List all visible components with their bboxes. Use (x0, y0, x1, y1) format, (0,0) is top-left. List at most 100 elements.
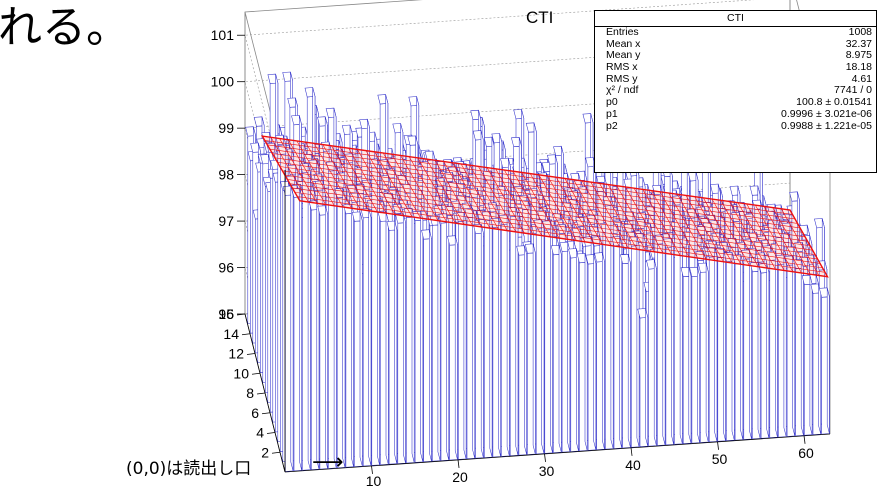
stats-box: CTI Entries 1008 Mean x 32.37 Mean y 8.975 RMS… (594, 10, 877, 173)
bar-side (688, 267, 692, 444)
x-tick-label: 40 (625, 457, 641, 473)
z-tick-label: 98 (218, 167, 234, 183)
bar-side (731, 252, 735, 441)
bar-side (714, 247, 718, 442)
x-tick (630, 447, 633, 456)
stats-row-value: 1008 (848, 26, 872, 38)
bar-side (532, 243, 536, 455)
bar-side (454, 235, 458, 460)
bar-side (472, 208, 476, 459)
bar-side (775, 250, 778, 438)
bar-side (307, 163, 311, 470)
bar-side (359, 211, 363, 467)
bar-side (506, 214, 510, 456)
bar-side (351, 204, 354, 467)
z-tick-label: 100 (211, 74, 235, 90)
y-tick-label: 8 (246, 385, 254, 401)
bar-side (723, 248, 726, 441)
bar-side (550, 220, 553, 453)
y-tick-label: 10 (233, 365, 249, 381)
bar-side (792, 255, 796, 436)
z-tick-label: 96 (218, 260, 234, 276)
bar-side (749, 249, 752, 440)
stats-row: RMS x 18.18 (595, 61, 876, 74)
bar-side (584, 253, 588, 451)
readout-annotation: (0,0)は読出し口 (126, 459, 252, 479)
bar-side (541, 219, 545, 454)
bar-side (299, 187, 302, 471)
y-tick (266, 432, 276, 434)
bar-side (524, 245, 527, 455)
z-tick-label: 99 (218, 120, 234, 136)
y-tick (251, 372, 261, 375)
bar-side (411, 208, 415, 463)
bar-side (498, 218, 501, 457)
y-tick-label: 16 (218, 306, 234, 322)
bar-side (671, 238, 674, 445)
x-tick (717, 441, 719, 450)
bar-side (515, 207, 519, 456)
x-tick (544, 453, 546, 462)
bar-side (368, 208, 372, 466)
bar-side (653, 259, 657, 446)
bar-side (290, 185, 294, 471)
plot-title: CTI (526, 8, 554, 27)
bar-side (826, 287, 830, 434)
bar-side (619, 236, 623, 449)
bar-side (800, 259, 804, 436)
bar-side (567, 242, 571, 452)
bar-side (385, 211, 389, 465)
bar-side (636, 236, 640, 447)
bar-side (420, 211, 424, 462)
bar-side (558, 245, 562, 453)
bar-side (697, 267, 700, 443)
stats-row-label: RMS x (606, 61, 638, 74)
stats-box-title: CTI (595, 11, 876, 27)
x-tick-label: 30 (539, 463, 555, 479)
stats-row-value: 0.9988 ± 1.221e-05 (780, 119, 872, 132)
bar-side (342, 188, 346, 468)
y-tick (246, 353, 256, 355)
bar-side (576, 248, 579, 452)
y-tick (241, 333, 251, 336)
bar-side (446, 213, 450, 461)
bar-side (316, 200, 320, 470)
bar-side (809, 275, 813, 435)
bar-side (602, 252, 605, 450)
bar-side (333, 161, 337, 468)
bar-side (463, 212, 467, 459)
bar-side (818, 283, 822, 435)
bar-side (645, 308, 649, 447)
bar-side (480, 224, 484, 458)
x-tick (803, 435, 806, 444)
stats-row: Entries 1008 (595, 26, 876, 39)
y-tick (261, 412, 271, 415)
bar-side (705, 262, 709, 443)
bar-side (662, 234, 666, 446)
bar-side (403, 213, 406, 464)
x-tick-label: 50 (712, 451, 728, 467)
bar-side (783, 254, 787, 437)
bar-side (394, 220, 398, 464)
y-tick-label: 2 (261, 444, 269, 460)
z-tick-label: 101 (211, 27, 235, 43)
stats-row-label: p2 (606, 119, 618, 132)
stats-row-value: 0.9996 ± 3.021e-06 (780, 107, 872, 120)
bar-side (740, 254, 744, 440)
bar-side (437, 215, 441, 461)
stats-row: p1 0.9996 ± 3.021e-06 (595, 107, 876, 121)
bar-side (627, 254, 631, 448)
z-tick-label: 97 (218, 213, 234, 229)
stats-row: p2 0.9988 ± 1.221e-05 (595, 119, 876, 133)
y-tick-label: 4 (256, 425, 264, 441)
bar-side (757, 262, 761, 439)
stats-row-label: p1 (606, 107, 618, 120)
bar-side (325, 205, 328, 469)
x-tick-label: 60 (798, 445, 814, 461)
x-tick-label: 10 (366, 473, 382, 489)
bar-side (489, 211, 493, 458)
stats-row-value: 18.18 (845, 61, 872, 74)
bar-side (593, 254, 597, 450)
y-tick-label: 6 (251, 405, 259, 421)
